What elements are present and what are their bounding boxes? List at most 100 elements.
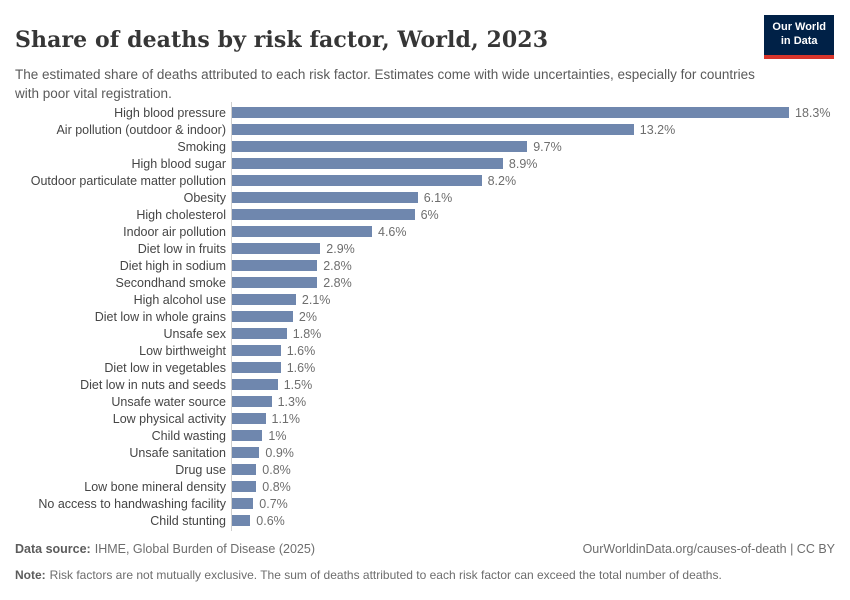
bar-row: Indoor air pollution 4.6%: [0, 223, 850, 240]
bar[interactable]: [232, 277, 318, 288]
value-label: 0.7%: [259, 496, 288, 511]
category-label: Indoor air pollution: [123, 224, 226, 239]
owid-citation-link[interactable]: OurWorldinData.org/causes-of-death | CC …: [582, 542, 835, 556]
value-label: 2.8%: [323, 258, 352, 273]
bar-row: High alcohol use 2.1%: [0, 291, 850, 308]
owid-logo-line1: Our World: [772, 21, 826, 33]
bar-track: 0.7%: [232, 497, 850, 511]
value-label: 2%: [298, 309, 317, 324]
category-label: Child wasting: [151, 428, 226, 443]
bar[interactable]: [232, 396, 272, 407]
bar-row: Diet low in whole grains 2%: [0, 308, 850, 325]
value-label: 0.8%: [262, 462, 291, 477]
value-label: 8.2%: [487, 173, 517, 188]
bar[interactable]: [232, 209, 415, 220]
bar[interactable]: [232, 243, 321, 254]
bar[interactable]: [232, 124, 634, 135]
note-row: Note: Risk factors are not mutually exclu…: [15, 568, 722, 582]
bar[interactable]: [232, 158, 503, 169]
bar-track: 0.8%: [232, 463, 850, 477]
bar-row: Unsafe water source 1.3%: [0, 393, 850, 410]
bar[interactable]: [232, 141, 528, 152]
category-label: Diet low in whole grains: [94, 309, 226, 324]
category-label: High alcohol use: [133, 292, 226, 307]
category-label: Diet high in sodium: [119, 258, 226, 273]
source-row: Data source: IHME, Global Burden of Disea…: [15, 542, 835, 556]
bar[interactable]: [232, 260, 318, 271]
bar-track: 13.2%: [232, 123, 850, 137]
bar-row: Unsafe sanitation 0.9%: [0, 444, 850, 461]
bar-track: 2%: [232, 310, 850, 324]
bar-row: Diet high in sodium 2.8%: [0, 257, 850, 274]
bar[interactable]: [232, 430, 263, 441]
value-label: 9.7%: [533, 139, 562, 154]
value-label: 0.6%: [256, 513, 285, 528]
bar-row: Outdoor particulate matter pollution 8.2%: [0, 172, 850, 189]
note-text: Risk factors are not mutually exclusive.…: [49, 568, 722, 582]
data-source: Data source: IHME, Global Burden of Disea…: [15, 542, 315, 556]
bar[interactable]: [232, 328, 287, 339]
value-label: 1.3%: [277, 394, 307, 409]
category-label: Diet low in fruits: [137, 241, 226, 256]
category-label: Outdoor particulate matter pollution: [30, 173, 226, 188]
bar[interactable]: [232, 447, 260, 458]
bar-track: 1.5%: [232, 378, 850, 392]
bar-track: 1.6%: [232, 344, 850, 358]
bar-track: 2.9%: [232, 242, 850, 256]
bar[interactable]: [232, 175, 482, 186]
value-label: 6.1%: [423, 190, 453, 205]
value-label: 8.9%: [508, 156, 538, 171]
category-label: Air pollution (outdoor & indoor): [56, 122, 226, 137]
category-label: Unsafe water source: [111, 394, 226, 409]
value-label: 0.9%: [265, 445, 294, 460]
data-source-label: Data source:: [15, 542, 91, 556]
bar-row: Diet low in vegetables 1.6%: [0, 359, 850, 376]
category-label: Smoking: [177, 139, 226, 154]
bar-row: Diet low in fruits 2.9%: [0, 240, 850, 257]
bar[interactable]: [232, 413, 266, 424]
category-label: Obesity: [183, 190, 226, 205]
value-label: 1%: [268, 428, 287, 443]
bar[interactable]: [232, 379, 278, 390]
bar[interactable]: [232, 311, 293, 322]
category-label: Child stunting: [150, 513, 226, 528]
category-label: Low bone mineral density: [84, 479, 226, 494]
bar-row: High cholesterol 6%: [0, 206, 850, 223]
value-label: 1.8%: [292, 326, 322, 341]
owid-logo-line2: in Data: [780, 34, 818, 47]
owid-logo[interactable]: Our World in Data: [764, 15, 834, 59]
bar[interactable]: [232, 294, 296, 305]
category-label: Unsafe sex: [163, 326, 226, 341]
bar-row: Low bone mineral density 0.8%: [0, 478, 850, 495]
value-label: 4.6%: [378, 224, 407, 239]
bar-row: Smoking 9.7%: [0, 138, 850, 155]
bar-row: Drug use 0.8%: [0, 461, 850, 478]
data-source-text: IHME, Global Burden of Disease (2025): [94, 542, 315, 556]
category-label: Drug use: [175, 462, 226, 477]
bar[interactable]: [232, 464, 257, 475]
category-label: Diet low in nuts and seeds: [80, 377, 226, 392]
bar-row: Diet low in nuts and seeds 1.5%: [0, 376, 850, 393]
category-label: Unsafe sanitation: [129, 445, 226, 460]
bar-track: 1.3%: [232, 395, 850, 409]
bar[interactable]: [232, 107, 789, 118]
bar-track: 8.2%: [232, 174, 850, 188]
bar-row: Secondhand smoke 2.8%: [0, 274, 850, 291]
bar[interactable]: [232, 226, 372, 237]
bar[interactable]: [232, 481, 257, 492]
value-label: 1.1%: [271, 411, 301, 426]
bar[interactable]: [232, 515, 251, 526]
value-label: 2.8%: [323, 275, 352, 290]
bar-track: 2.8%: [232, 259, 850, 273]
bar-row: High blood sugar 8.9%: [0, 155, 850, 172]
bar[interactable]: [232, 498, 254, 509]
bar[interactable]: [232, 345, 281, 356]
bar-row: Low physical activity 1.1%: [0, 410, 850, 427]
bar[interactable]: [232, 192, 418, 203]
bar-track: 8.9%: [232, 157, 850, 171]
bar-track: 1.6%: [232, 361, 850, 375]
bar[interactable]: [232, 362, 281, 373]
value-label: 2.9%: [326, 241, 355, 256]
category-label: Secondhand smoke: [115, 275, 227, 290]
